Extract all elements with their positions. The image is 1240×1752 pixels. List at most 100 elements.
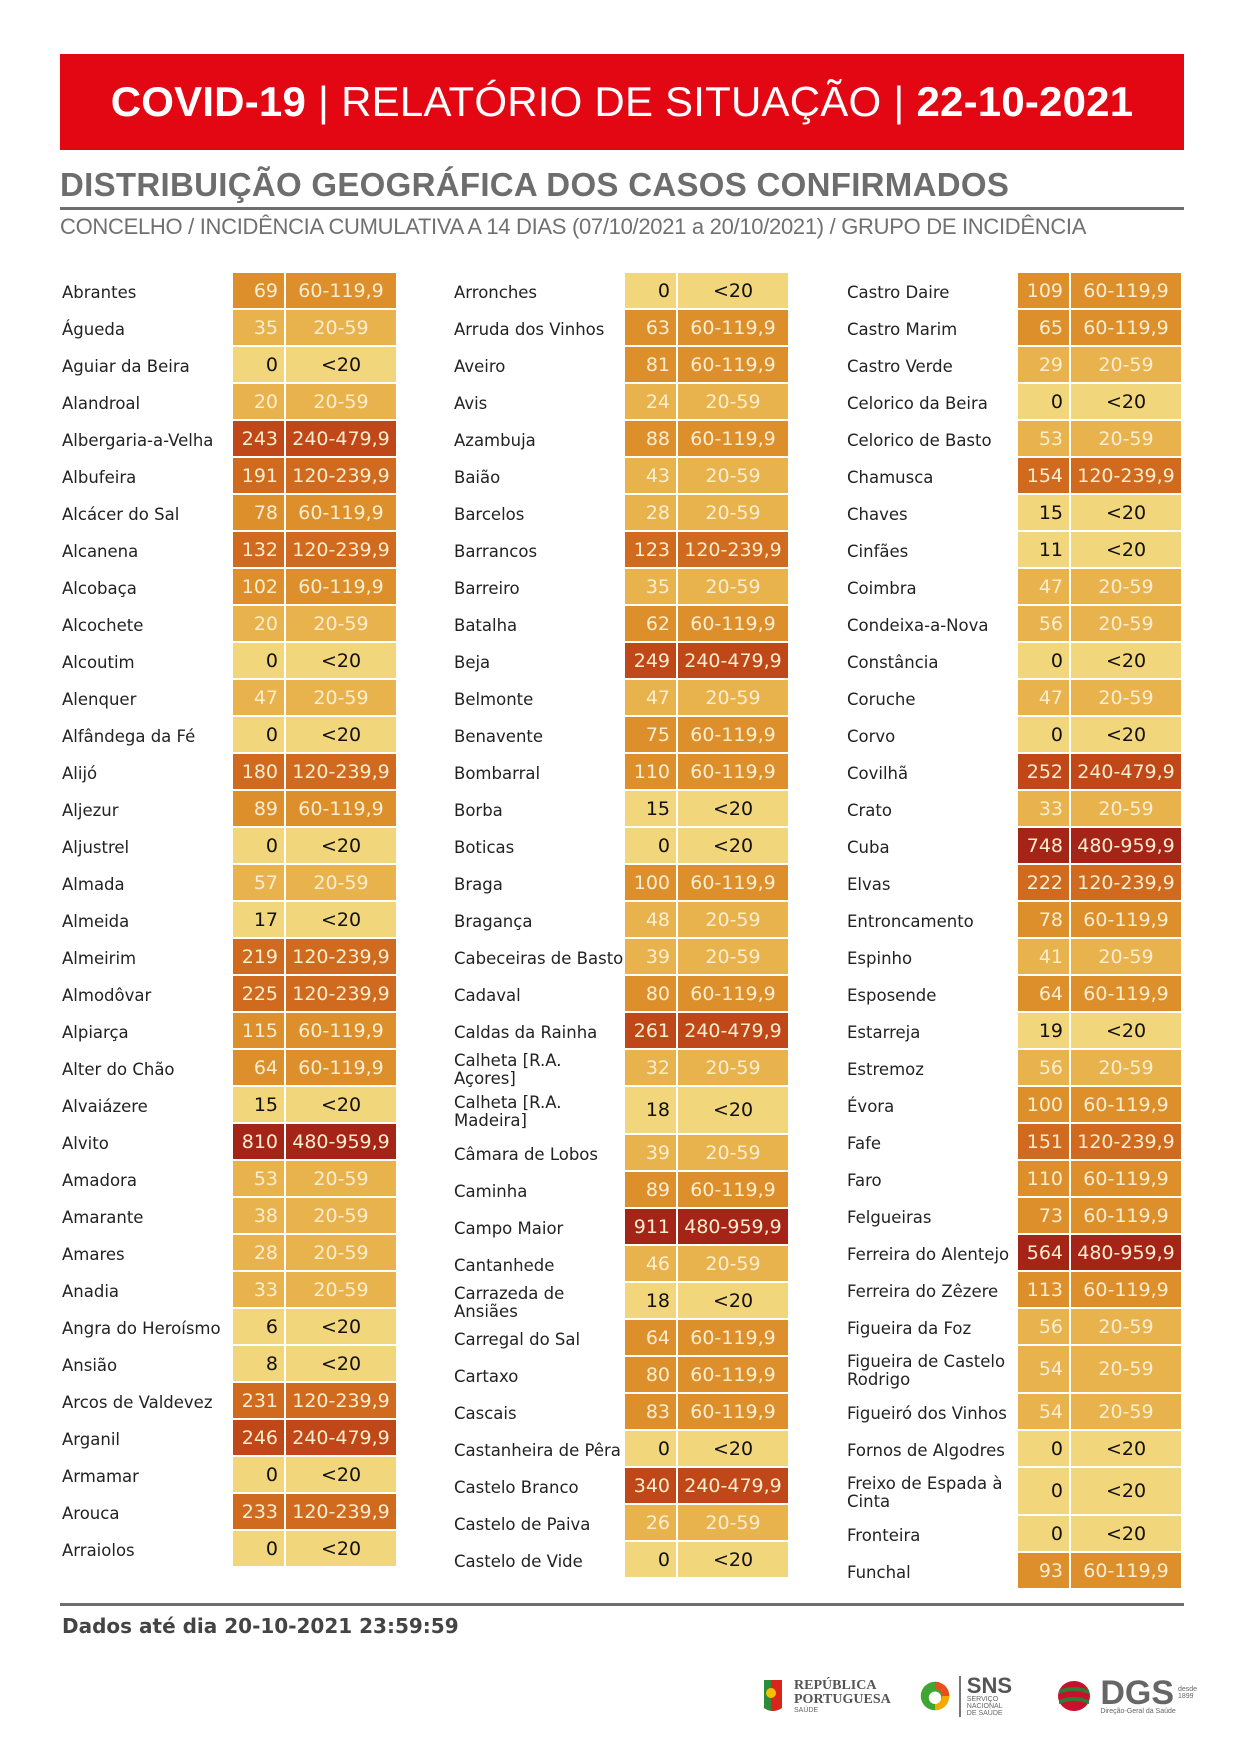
incidence-value: 748 xyxy=(1018,828,1069,863)
table-row: Campo Maior 911 480-959,9 xyxy=(454,1209,788,1244)
incidence-group: 60-119,9 xyxy=(678,421,788,456)
table-row: Arronches 0 <20 xyxy=(454,273,788,308)
incidence-group: 60-119,9 xyxy=(286,791,396,826)
incidence-value: 154 xyxy=(1018,458,1069,493)
incidence-value: 191 xyxy=(233,458,284,493)
table-row: Cantanhede 46 20-59 xyxy=(454,1246,788,1281)
incidence-value: 0 xyxy=(625,273,676,308)
table-row: Figueira de Castelo Rodrigo 54 20-59 xyxy=(847,1346,1181,1392)
incidence-value: 80 xyxy=(625,1357,676,1392)
municipality-name: Figueiró dos Vinhos xyxy=(847,1403,1007,1423)
table-row: Beja 249 240-479,9 xyxy=(454,643,788,678)
table-row: Cabeceiras de Basto 39 20-59 xyxy=(454,939,788,974)
incidence-value: 261 xyxy=(625,1013,676,1048)
table-row: Fafe 151 120-239,9 xyxy=(847,1124,1181,1159)
municipality-name: Bragança xyxy=(454,911,533,931)
municipality-name: Fornos de Algodres xyxy=(847,1440,1005,1460)
municipality-name: Angra do Heroísmo xyxy=(62,1318,221,1338)
municipality-name: Alandroal xyxy=(62,393,141,413)
banner-date: 22-10-2021 xyxy=(916,78,1134,125)
municipality-name: Almodôvar xyxy=(62,985,152,1005)
municipality-name: Aguiar da Beira xyxy=(62,356,190,376)
incidence-value: 69 xyxy=(233,273,284,308)
municipality-name: Cartaxo xyxy=(454,1366,519,1386)
table-row: Anadia 33 20-59 xyxy=(62,1272,396,1307)
table-row: Almodôvar 225 120-239,9 xyxy=(62,976,396,1011)
table-row: Constância 0 <20 xyxy=(847,643,1181,678)
incidence-value: 0 xyxy=(233,1531,284,1566)
municipality-name: Calheta [R.A. Madeira] xyxy=(454,1093,562,1130)
table-row: Ansião 8 <20 xyxy=(62,1346,396,1381)
table-row: Celorico da Beira 0 <20 xyxy=(847,384,1181,419)
municipality-name: Cantanhede xyxy=(454,1255,555,1275)
municipality-name: Belmonte xyxy=(454,689,534,709)
incidence-value: 88 xyxy=(625,421,676,456)
incidence-group: <20 xyxy=(286,828,396,863)
incidence-value: 47 xyxy=(1018,680,1069,715)
municipality-name: Avis xyxy=(454,393,488,413)
municipality-name: Aljustrel xyxy=(62,837,130,857)
municipality-name: Évora xyxy=(847,1096,895,1116)
municipality-name: Carregal do Sal xyxy=(454,1329,581,1349)
incidence-value: 75 xyxy=(625,717,676,752)
table-row: Faro 110 60-119,9 xyxy=(847,1161,1181,1196)
incidence-value: 15 xyxy=(1018,495,1069,530)
incidence-value: 123 xyxy=(625,532,676,567)
municipality-name: Felgueiras xyxy=(847,1207,932,1227)
incidence-value: 73 xyxy=(1018,1198,1069,1233)
municipality-name: Castro Verde xyxy=(847,356,953,376)
municipality-name: Chaves xyxy=(847,504,908,524)
table-row: Caldas da Rainha 261 240-479,9 xyxy=(454,1013,788,1048)
incidence-group: 20-59 xyxy=(286,1198,396,1233)
incidence-value: 57 xyxy=(233,865,284,900)
municipality-name: Caldas da Rainha xyxy=(454,1022,598,1042)
municipality-name: Aveiro xyxy=(454,356,506,376)
incidence-group: 20-59 xyxy=(1071,680,1181,715)
table-row: Celorico de Basto 53 20-59 xyxy=(847,421,1181,456)
data-cutoff-note: Dados até dia 20-10-2021 23:59:59 xyxy=(62,1614,459,1638)
table-row: Alpiarça 115 60-119,9 xyxy=(62,1013,396,1048)
incidence-group: 240-479,9 xyxy=(678,1013,788,1048)
incidence-group: <20 xyxy=(286,1309,396,1344)
incidence-group: <20 xyxy=(286,717,396,752)
table-column-1: Abrantes 69 60-119,9 Águeda 35 20-59 Aguiar da… xyxy=(62,273,396,1568)
incidence-group: 60-119,9 xyxy=(1071,1553,1181,1588)
incidence-group: 60-119,9 xyxy=(286,1050,396,1085)
incidence-value: 26 xyxy=(625,1505,676,1540)
incidence-value: 233 xyxy=(233,1494,284,1529)
incidence-value: 35 xyxy=(625,569,676,604)
incidence-value: 564 xyxy=(1018,1235,1069,1270)
municipality-name: Carrazeda de Ansiães xyxy=(454,1283,565,1321)
municipality-name: Anadia xyxy=(62,1281,120,1301)
incidence-group: <20 xyxy=(286,643,396,678)
municipality-name: Albufeira xyxy=(62,467,137,487)
incidence-group: 20-59 xyxy=(1071,569,1181,604)
incidence-group: <20 xyxy=(286,1531,396,1566)
table-row: Fronteira 0 <20 xyxy=(847,1516,1181,1551)
incidence-group: <20 xyxy=(1071,717,1181,752)
incidence-group: 120-239,9 xyxy=(286,1494,396,1529)
banner-separator: | xyxy=(893,78,905,125)
incidence-value: 19 xyxy=(1018,1013,1069,1048)
incidence-value: 0 xyxy=(1018,643,1069,678)
incidence-value: 64 xyxy=(1018,976,1069,1011)
incidence-group: 240-479,9 xyxy=(286,421,396,456)
incidence-group: 20-59 xyxy=(1071,421,1181,456)
table-row: Câmara de Lobos 39 20-59 xyxy=(454,1135,788,1170)
table-row: Carrazeda de Ansiães 18 <20 xyxy=(454,1283,788,1321)
municipality-name: Cadaval xyxy=(454,985,521,1005)
incidence-value: 38 xyxy=(233,1198,284,1233)
table-row: Azambuja 88 60-119,9 xyxy=(454,421,788,456)
incidence-value: 33 xyxy=(1018,791,1069,826)
incidence-group: 240-479,9 xyxy=(286,1420,396,1455)
incidence-value: 78 xyxy=(1018,902,1069,937)
table-row: Arruda dos Vinhos 63 60-119,9 xyxy=(454,310,788,345)
incidence-group: <20 xyxy=(286,347,396,382)
municipality-name: Estarreja xyxy=(847,1022,921,1042)
incidence-group: 20-59 xyxy=(1071,347,1181,382)
table-row: Estarreja 19 <20 xyxy=(847,1013,1181,1048)
incidence-value: 83 xyxy=(625,1394,676,1429)
incidence-value: 132 xyxy=(233,532,284,567)
incidence-group: <20 xyxy=(1071,495,1181,530)
incidence-group: 60-119,9 xyxy=(678,1394,788,1429)
